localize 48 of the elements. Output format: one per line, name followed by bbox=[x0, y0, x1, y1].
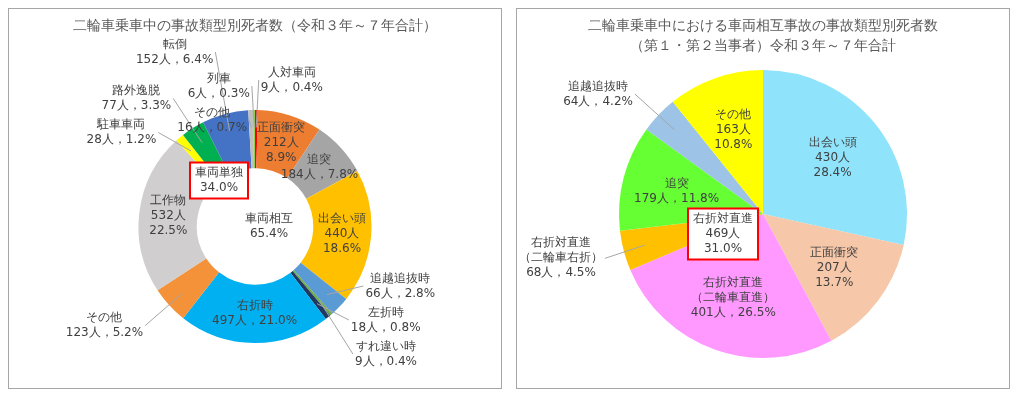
slice-label: 追越追抜時 bbox=[370, 270, 431, 285]
slice-label: 追突 bbox=[664, 176, 689, 191]
data-label: 401人，26.5% bbox=[690, 305, 776, 320]
slice-label: 出会い頭 bbox=[318, 211, 367, 226]
slice-label: 右折対直進（二輪車直進） bbox=[691, 275, 776, 305]
slice-label: 右折時 bbox=[236, 298, 273, 313]
data-label: 163人 10.8% bbox=[714, 121, 753, 151]
slice-label: 正面衝突 bbox=[810, 244, 859, 259]
slice-label: 追越追抜時 bbox=[568, 78, 629, 93]
data-label: 179人，11.8% bbox=[634, 191, 720, 206]
data-label: 28人，1.2% bbox=[86, 132, 157, 147]
data-label: 64人，4.2% bbox=[563, 93, 633, 108]
data-label: 430人 28.4% bbox=[813, 150, 852, 180]
text: 車両相互 65.4% bbox=[245, 211, 293, 241]
chart-title: 二輪車乗車中における車両相互事故の事故類型別死者数（第１・第２当事者）令和３年～７年合計 bbox=[587, 16, 939, 55]
slice-label: その他 bbox=[194, 104, 231, 119]
slice-label: 駐車車両 bbox=[96, 117, 146, 132]
text: 右折対直進 469人 31.0% bbox=[693, 211, 753, 256]
data-label: 66人，2.8% bbox=[365, 285, 436, 300]
slice-label: 路外逸脱 bbox=[112, 83, 161, 98]
data-label: 212人 8.9% bbox=[263, 135, 299, 165]
slice-label: 出会い頭 bbox=[808, 135, 857, 150]
data-label: 77人，3.3% bbox=[101, 98, 172, 113]
data-label: 532人 22.5% bbox=[149, 207, 188, 237]
slice-label: 追突 bbox=[307, 152, 332, 167]
data-label: 9人，0.4% bbox=[260, 79, 323, 94]
slice-label: 右折対直進（二輪車右折） bbox=[519, 235, 603, 265]
slice-label: すれ違い時 bbox=[355, 338, 416, 353]
slice-label: 人対車両 bbox=[267, 64, 316, 79]
data-label: 152人，6.4% bbox=[135, 51, 214, 66]
chart-title: 二輪車乗車中の事故類型別死者数（令和３年～７年合計） bbox=[73, 16, 437, 35]
slice-label: 左折時 bbox=[367, 304, 404, 319]
data-label: 497人，21.0% bbox=[212, 313, 298, 328]
data-label: 18人，0.8% bbox=[350, 319, 421, 334]
slice-label: 転倒 bbox=[162, 36, 187, 51]
data-label: 207人 13.7% bbox=[815, 259, 854, 289]
data-label: 123人，5.2% bbox=[65, 325, 144, 340]
slice-label: 列車 bbox=[206, 70, 231, 85]
slice-label: 工作物 bbox=[150, 192, 187, 207]
slice-label: その他 bbox=[86, 310, 123, 325]
slice-label: 正面衝突 bbox=[257, 120, 306, 135]
data-label: 16人，0.7% bbox=[177, 119, 248, 134]
data-label: 6人，0.3% bbox=[187, 85, 250, 100]
text: 車両単独 34.0% bbox=[195, 165, 243, 195]
data-label: 68人，4.5% bbox=[526, 265, 596, 280]
data-label: 440人 18.6% bbox=[322, 226, 362, 256]
data-label: 9人，0.4% bbox=[354, 353, 417, 368]
slice-label: その他 bbox=[715, 106, 752, 121]
